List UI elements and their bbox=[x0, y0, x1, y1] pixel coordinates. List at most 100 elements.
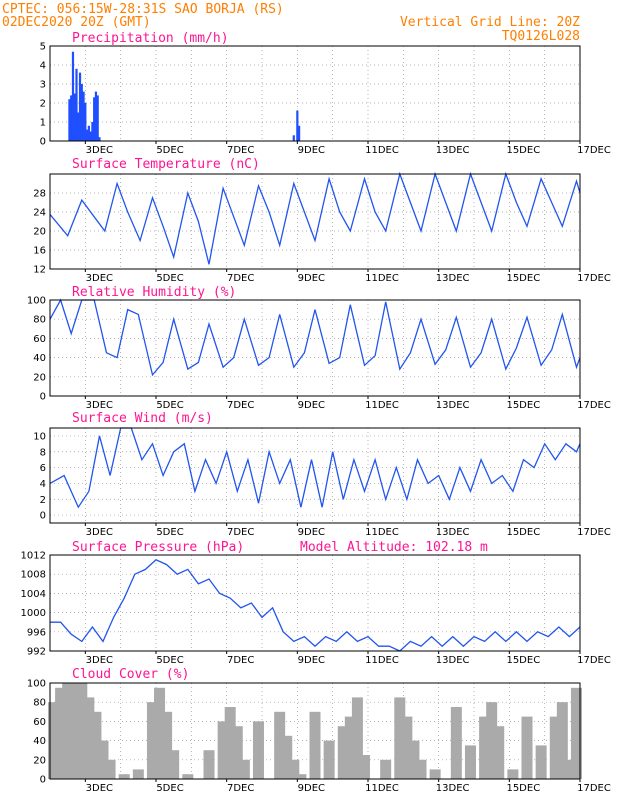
cloud-cover-xtick-label: 17DEC bbox=[577, 783, 611, 794]
cloud-cover-bar bbox=[97, 740, 109, 779]
pressure-annotation: Model Altitude: 102.18 m bbox=[300, 540, 488, 555]
cloud-cover-frame bbox=[49, 682, 581, 780]
run-time: 02DEC2020 20Z (GMT) bbox=[2, 15, 151, 30]
humidity-xtick-label: 15DEC bbox=[506, 400, 540, 411]
cloud-cover-xtick-label: 11DEC bbox=[365, 783, 399, 794]
cloud-cover-bar bbox=[394, 697, 406, 779]
wind-xtick-label: 9DEC bbox=[298, 527, 325, 538]
pressure-ytick-label: 1000 bbox=[21, 608, 46, 619]
cloud-cover-bar bbox=[507, 769, 519, 779]
pressure-ytick-label: 992 bbox=[27, 647, 46, 658]
pressure-xtick-label: 13DEC bbox=[436, 655, 470, 666]
cloud-cover-bar bbox=[62, 683, 74, 779]
cloud-cover-bar bbox=[252, 721, 264, 779]
cloud-cover-bar bbox=[351, 697, 363, 779]
wind-xtick-label: 7DEC bbox=[227, 527, 254, 538]
cloud-cover-bar bbox=[450, 707, 462, 779]
precipitation-ytick-label: 3 bbox=[40, 80, 46, 91]
cloud-cover-ytick-label: 20 bbox=[33, 755, 46, 766]
precipitation-bar bbox=[68, 99, 71, 141]
temperature-panel: 12 16 20 24 28 3DEC 5DEC 7DEC 9DEC 11DEC 13DEC 15DE… bbox=[33, 157, 611, 284]
cloud-cover-bar bbox=[104, 759, 116, 779]
cloud-cover-bar bbox=[401, 716, 413, 779]
cloud-cover-ytick-label: 100 bbox=[27, 679, 46, 690]
precipitation-ytick-label: 2 bbox=[40, 99, 46, 110]
cloud-cover-bar bbox=[238, 759, 250, 779]
precipitation-bar bbox=[91, 122, 94, 141]
cloud-cover-bar bbox=[76, 683, 88, 779]
temperature-xtick-label: 17DEC bbox=[577, 273, 611, 284]
precipitation-xtick-label: 3DEC bbox=[86, 145, 113, 156]
precipitation-bar bbox=[80, 84, 83, 141]
cloud-cover-bar bbox=[570, 687, 582, 779]
precipitation-ytick-label: 1 bbox=[40, 118, 46, 129]
temperature-xtick-label: 13DEC bbox=[436, 273, 470, 284]
temperature-title: Surface Temperature (nC) bbox=[72, 157, 260, 172]
header: CPTEC: 056:15W-28:31S SAO BORJA (RS) 02D… bbox=[2, 2, 580, 44]
cloud-cover-bar bbox=[182, 774, 194, 779]
cloud-cover-bar bbox=[337, 726, 349, 779]
precipitation-bar bbox=[78, 72, 82, 141]
humidity-xtick-label: 11DEC bbox=[365, 400, 399, 411]
cloud-cover-bar bbox=[464, 745, 476, 779]
humidity-panel: 0 20 40 60 80 100 3DEC 5DEC 7DEC 9DEC 11DEC 13DEC 15… bbox=[27, 285, 611, 411]
humidity-xtick-label: 13DEC bbox=[436, 400, 470, 411]
cloud-cover-bar bbox=[479, 716, 491, 779]
temperature-xtick-label: 9DEC bbox=[298, 273, 325, 284]
model-code: TQ0126L028 bbox=[502, 29, 580, 44]
wind-title: Surface Wind (m/s) bbox=[72, 411, 213, 426]
cloud-cover-bar bbox=[118, 774, 130, 779]
precipitation-bar bbox=[71, 51, 75, 142]
precipitation-bar bbox=[292, 135, 295, 141]
station-line: CPTEC: 056:15W-28:31S SAO BORJA (RS) bbox=[2, 2, 284, 17]
pressure-xtick-label: 5DEC bbox=[156, 655, 183, 666]
precipitation-bar bbox=[86, 129, 89, 141]
precipitation-bar bbox=[296, 110, 299, 141]
cloud-cover-bar bbox=[224, 707, 236, 779]
cloud-cover-bar bbox=[486, 702, 498, 779]
cloud-cover-bar bbox=[323, 740, 335, 779]
precipitation-ytick-label: 4 bbox=[40, 61, 46, 72]
temperature-xtick-label: 3DEC bbox=[86, 273, 113, 284]
precipitation-xtick-label: 13DEC bbox=[436, 145, 470, 156]
humidity-xtick-label: 17DEC bbox=[577, 400, 611, 411]
cloud-cover-bar bbox=[69, 683, 81, 779]
pressure-xtick-label: 17DEC bbox=[577, 655, 611, 666]
cloud-cover-bar bbox=[55, 687, 67, 779]
wind-ytick-label: 4 bbox=[40, 479, 46, 490]
pressure-xtick-label: 15DEC bbox=[506, 655, 540, 666]
cloud-cover-bar bbox=[549, 716, 561, 779]
cloud-cover-xtick-label: 5DEC bbox=[156, 783, 183, 794]
cloud-cover-bar bbox=[48, 702, 60, 779]
humidity-ytick-label: 60 bbox=[33, 334, 46, 345]
cloud-cover-bar bbox=[521, 716, 533, 779]
wind-xtick-label: 5DEC bbox=[156, 527, 183, 538]
cloud-cover-bar bbox=[535, 745, 547, 779]
cloud-cover-xtick-label: 9DEC bbox=[298, 783, 325, 794]
precipitation-bar bbox=[98, 137, 101, 141]
precipitation-ytick-label: 0 bbox=[40, 137, 46, 148]
cloud-cover-bar bbox=[295, 774, 307, 779]
precipitation-bar bbox=[82, 91, 85, 141]
cloud-cover-bar bbox=[429, 769, 441, 779]
pressure-title: Surface Pressure (hPa) bbox=[72, 540, 244, 555]
precipitation-frame bbox=[49, 45, 581, 142]
temperature-xtick-label: 11DEC bbox=[365, 273, 399, 284]
wind-xtick-label: 13DEC bbox=[436, 527, 470, 538]
humidity-xtick-label: 5DEC bbox=[156, 400, 183, 411]
humidity-ytick-label: 100 bbox=[27, 296, 46, 307]
humidity-series-line bbox=[49, 298, 581, 377]
pressure-xtick-label: 9DEC bbox=[298, 655, 325, 666]
temperature-xtick-label: 5DEC bbox=[156, 273, 183, 284]
temperature-ytick-label: 20 bbox=[33, 227, 46, 238]
precipitation-bar bbox=[77, 112, 80, 141]
temperature-xtick-label: 7DEC bbox=[227, 273, 254, 284]
precipitation-bar bbox=[75, 68, 78, 141]
pressure-xtick-label: 7DEC bbox=[227, 655, 254, 666]
cloud-cover-xtick-label: 3DEC bbox=[86, 783, 113, 794]
wind-panel: 0 2 4 6 8 10 3DEC 5DEC 7DEC 9DEC 11DEC 13DEC 15DEC 17… bbox=[33, 411, 611, 538]
cloud-cover-bar bbox=[203, 750, 215, 779]
pressure-xtick-label: 3DEC bbox=[86, 655, 113, 666]
precipitation-bar bbox=[73, 93, 76, 141]
